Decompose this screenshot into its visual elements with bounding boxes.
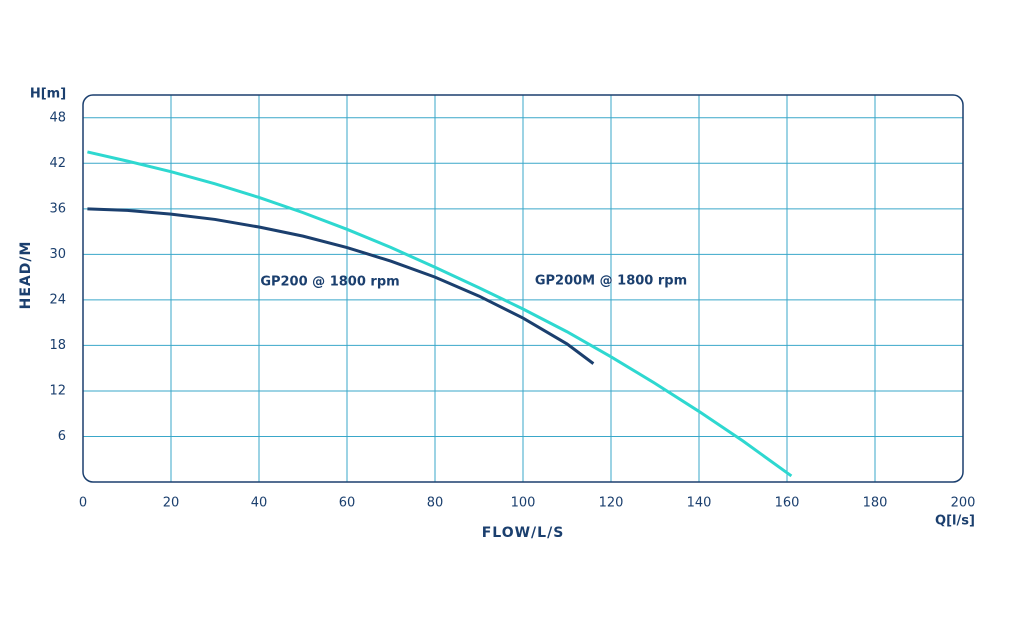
x-tick-label: 100 xyxy=(511,496,536,511)
y-tick-label: 48 xyxy=(49,110,66,125)
x-tick-label: 40 xyxy=(251,496,268,511)
y-tick-label: 12 xyxy=(49,383,66,398)
y-unit-label: H[m] xyxy=(30,87,66,102)
x-tick-label: 140 xyxy=(687,496,712,511)
y-tick-label: 24 xyxy=(49,292,66,307)
x-axis-title: FLOW/L/S xyxy=(482,525,565,541)
x-tick-label: 0 xyxy=(79,496,87,511)
series-label: GP200 @ 1800 rpm xyxy=(260,275,399,290)
x-tick-label: 60 xyxy=(339,496,356,511)
y-tick-label: 36 xyxy=(49,201,66,216)
y-tick-label: 42 xyxy=(49,156,66,171)
plot-frame xyxy=(82,94,964,483)
x-tick-label: 80 xyxy=(427,496,444,511)
series-label: GP200M @ 1800 rpm xyxy=(535,274,687,289)
y-axis-title: HEAD/M xyxy=(18,241,34,310)
x-tick-label: 180 xyxy=(863,496,888,511)
x-tick-label: 200 xyxy=(951,496,976,511)
y-tick-label: 30 xyxy=(49,247,66,262)
curve xyxy=(87,150,793,478)
curve xyxy=(87,207,595,365)
x-unit-label: Q[l/s] xyxy=(935,514,975,529)
y-tick-label: 6 xyxy=(58,429,66,444)
y-tick-label: 18 xyxy=(49,338,66,353)
x-tick-label: 160 xyxy=(775,496,800,511)
x-tick-label: 20 xyxy=(163,496,180,511)
x-tick-label: 120 xyxy=(599,496,624,511)
